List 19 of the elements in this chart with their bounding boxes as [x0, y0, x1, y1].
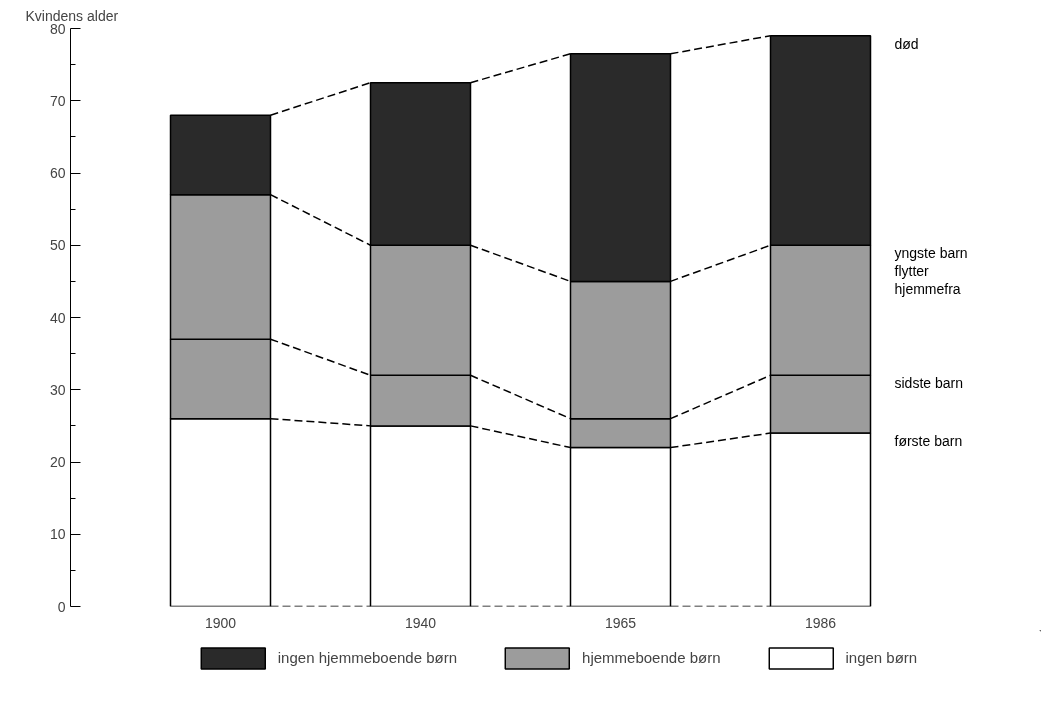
annotation: død	[894, 35, 919, 52]
legend-label: ingen hjemmeboende børn	[277, 648, 458, 668]
x-tick-label: 1900	[204, 614, 237, 631]
y-tick-label: 0	[57, 598, 66, 615]
y-tick-label: 40	[49, 309, 66, 326]
x-tick-label: 1965	[604, 614, 637, 631]
y-tick-label: 50	[49, 237, 66, 254]
y-tick-label: 60	[49, 165, 66, 181]
legend-label: hjemmeboende børn	[582, 648, 721, 668]
y-tick-label: 10	[49, 526, 66, 543]
x-tick-label: 1986	[804, 614, 837, 631]
y-tick-label: 70	[49, 92, 66, 109]
annotation: sidste barn	[894, 375, 963, 392]
y-tick-label: 30	[49, 381, 66, 398]
y-tick-label: 20	[49, 454, 66, 470]
annotation: første barn	[894, 433, 963, 450]
annotation: yngste barn flytter hjemmefra	[894, 245, 968, 298]
legend-label: ingen børn	[845, 648, 918, 668]
x-tick-label: 1940	[404, 614, 437, 631]
